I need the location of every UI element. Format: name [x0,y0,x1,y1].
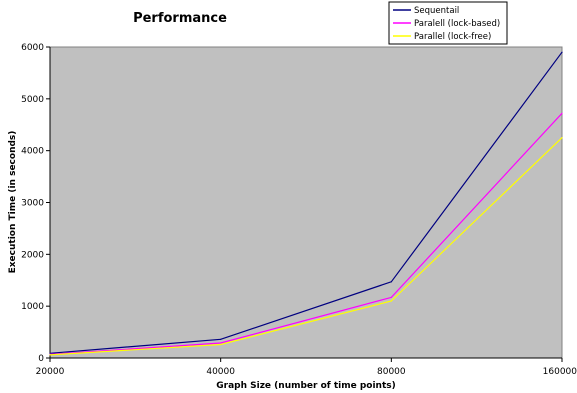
series-line-2 [49,112,563,355]
y-tick-label: 0 [38,354,44,364]
series-1-point [390,281,392,283]
series-lines [49,51,563,356]
x-tick-label: 160000 [543,367,577,377]
series-3-point [49,354,51,356]
y-tick-label: 4000 [21,147,44,157]
y-axis-label: Execution Time (in seconds) [8,131,18,274]
legend-label-3: Parallel (lock-free) [414,32,491,42]
series-1-point [49,352,51,354]
series-1-point [220,338,222,340]
x-axis: 20000 40000 80000 160000 [36,357,577,377]
series-3-point [390,300,392,302]
y-axis: 0 1000 2000 3000 4000 5000 6000 [21,43,51,364]
x-tick-label: 20000 [36,367,65,377]
x-tick-label: 80000 [377,367,406,377]
series-line-3 [49,137,563,356]
chart-title: Performance [133,11,227,26]
series-2-point [390,296,392,298]
legend: Sequentail Paralell (lock-based) Parallel … [388,1,508,45]
legend-label-2: Paralell (lock-based) [414,19,500,29]
series-2-point [220,342,222,344]
plot-area [49,46,563,359]
y-tick-label: 3000 [21,199,44,209]
y-tick-label: 2000 [21,250,44,260]
series-line-1 [49,51,563,354]
series-1-point [561,51,563,53]
legend-label-1: Sequentail [414,6,459,16]
y-tick-label: 1000 [21,302,44,312]
series-3-point [220,343,222,346]
series-2-point [561,112,563,114]
x-tick-label: 40000 [206,367,235,377]
y-tick-label: 5000 [21,95,44,105]
y-tick-label: 6000 [21,43,44,53]
x-axis-label: Graph Size (number of time points) [216,381,395,391]
series-3-point [561,137,563,139]
